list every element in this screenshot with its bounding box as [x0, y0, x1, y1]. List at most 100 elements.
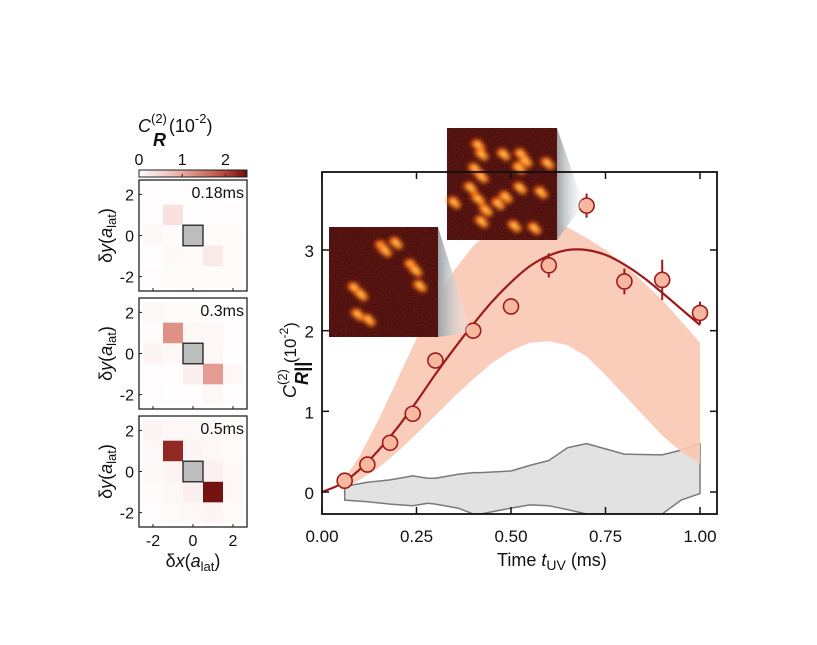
- heatmap-cell: [163, 420, 184, 441]
- heatmap-cell: [223, 245, 244, 267]
- atom-spot-core: [478, 173, 484, 179]
- heatmap-cell: [183, 384, 204, 406]
- atom-spot-core: [500, 151, 506, 156]
- colorbar: C(2) (10-2) R 0 1 2: [135, 111, 248, 178]
- data-marker: [359, 456, 376, 473]
- main-ylabel-text: C(2) (10-2): [275, 322, 300, 398]
- heatmap-cell: [143, 481, 164, 503]
- atom-spot-core: [544, 160, 550, 165]
- atom-spot-core: [518, 151, 523, 156]
- data-point: [381, 434, 399, 452]
- plot-frame: [321, 171, 718, 515]
- colorbar-title-unit-close: ): [206, 116, 212, 136]
- heatmap-cell: [183, 204, 204, 226]
- atom-spot-core: [495, 200, 500, 206]
- heatmap-ytick-label: 2: [125, 423, 134, 440]
- heatmap-ylabel: δy(alat): [96, 444, 119, 499]
- main-xlabel-var: t: [541, 550, 547, 570]
- data-marker: [540, 257, 558, 274]
- heatmap-cell: [183, 322, 204, 344]
- atom-spot-core: [393, 240, 398, 245]
- heatmap-cell: [143, 461, 164, 483]
- heatmap-ylabel-text: δy(alat): [96, 208, 119, 263]
- heatmap-cell: [163, 481, 184, 503]
- data-marker: [336, 472, 353, 490]
- heatmap-cell: [143, 245, 164, 267]
- heatmap-cell: [163, 363, 184, 385]
- atom-spot-core: [467, 185, 473, 190]
- data-marker: [381, 434, 399, 452]
- colorbar-ticks: 0 1 2: [135, 152, 230, 177]
- heatmap-xlabel: δx(alat): [166, 551, 221, 574]
- heatmap-cell: [223, 440, 244, 462]
- data-point: [540, 253, 558, 278]
- colorbar-tick-label: 2: [221, 152, 230, 169]
- heatmap-cell: [203, 266, 224, 288]
- heatmap-cell: [223, 302, 244, 323]
- colorbar-title-unit-exp: -2: [195, 111, 207, 126]
- inset-atom-spots: [447, 139, 555, 235]
- heatmap-ytick-label: 2: [125, 305, 134, 322]
- heatmap-cell: [163, 184, 184, 205]
- heatmap-cell: [223, 322, 244, 344]
- data-points: [336, 193, 709, 490]
- data-marker: [404, 405, 422, 423]
- heatmap-cell: [203, 225, 224, 247]
- heatmap-cell: [223, 420, 244, 441]
- heatmap-cell-masked: [182, 342, 204, 365]
- atom-spot-core: [516, 164, 521, 170]
- heatmap-cell: [203, 322, 224, 344]
- data-point: [502, 298, 520, 315]
- data-point: [653, 259, 671, 301]
- heatmap-cell: [143, 363, 164, 385]
- heatmap-cell: [163, 302, 184, 323]
- heatmap-cell: [223, 481, 244, 503]
- xtick-label: 0.00: [305, 527, 338, 546]
- atom-spot-core: [478, 218, 484, 224]
- atom-spot-core: [351, 285, 357, 290]
- inset-0.7ms: [447, 128, 583, 240]
- main-ylabel-sub: R||: [292, 362, 312, 385]
- heatmap-cell: [163, 440, 184, 462]
- inset-0.4ms: [329, 227, 470, 337]
- heatmap-cell: [203, 461, 224, 483]
- heatmap-cell: [203, 502, 224, 524]
- heatmap-cell: [223, 266, 244, 288]
- data-point: [427, 352, 444, 369]
- atom-spot-core: [475, 196, 480, 201]
- atom-spot-core: [522, 158, 528, 163]
- background-band: [343, 442, 701, 514]
- xtick-label: 0.50: [494, 527, 527, 546]
- heatmap-xtick-label: 2: [229, 533, 238, 550]
- heatmap-cell: [163, 245, 184, 267]
- xtick-label: 0.25: [400, 527, 433, 546]
- heatmap-panel-018ms: 0.18ms 2 0 -2δy(alat): [96, 179, 248, 292]
- image-insets: [329, 128, 583, 337]
- atom-spot-core: [451, 199, 456, 204]
- heatmap-cell-masked: [182, 460, 204, 483]
- heatmap-ylabel-text: δy(alat): [96, 326, 119, 381]
- xtick-label: 1.00: [683, 527, 716, 546]
- heatmap-cell: [203, 481, 224, 503]
- heatmap-cell: [183, 420, 204, 441]
- atom-spot-core: [355, 311, 360, 316]
- atom-spot-core: [412, 267, 418, 272]
- heatmap-cell: [223, 461, 244, 483]
- heatmap-ytick-label: -2: [120, 388, 134, 405]
- heatmap-xtick-label: 0: [189, 533, 198, 550]
- heatmap-time-label: 0.3ms: [200, 303, 244, 320]
- atom-spot-core: [478, 151, 484, 156]
- main-xlabel-unit: (ms): [566, 550, 607, 570]
- heatmap-cell: [143, 420, 164, 441]
- heatmap-cell: [183, 245, 204, 267]
- heatmap-ytick-label: 0: [125, 347, 134, 364]
- atom-spot-core: [365, 317, 371, 322]
- data-point: [359, 456, 376, 473]
- heatmap-cell: [203, 302, 224, 323]
- heatmap-cell: [223, 343, 244, 365]
- atom-spot-core: [475, 142, 480, 147]
- heatmap-ylabel-text: δy(alat): [96, 444, 119, 499]
- main-xlabel-sub: UV: [546, 557, 566, 573]
- colorbar-title-sup: (2): [151, 111, 167, 126]
